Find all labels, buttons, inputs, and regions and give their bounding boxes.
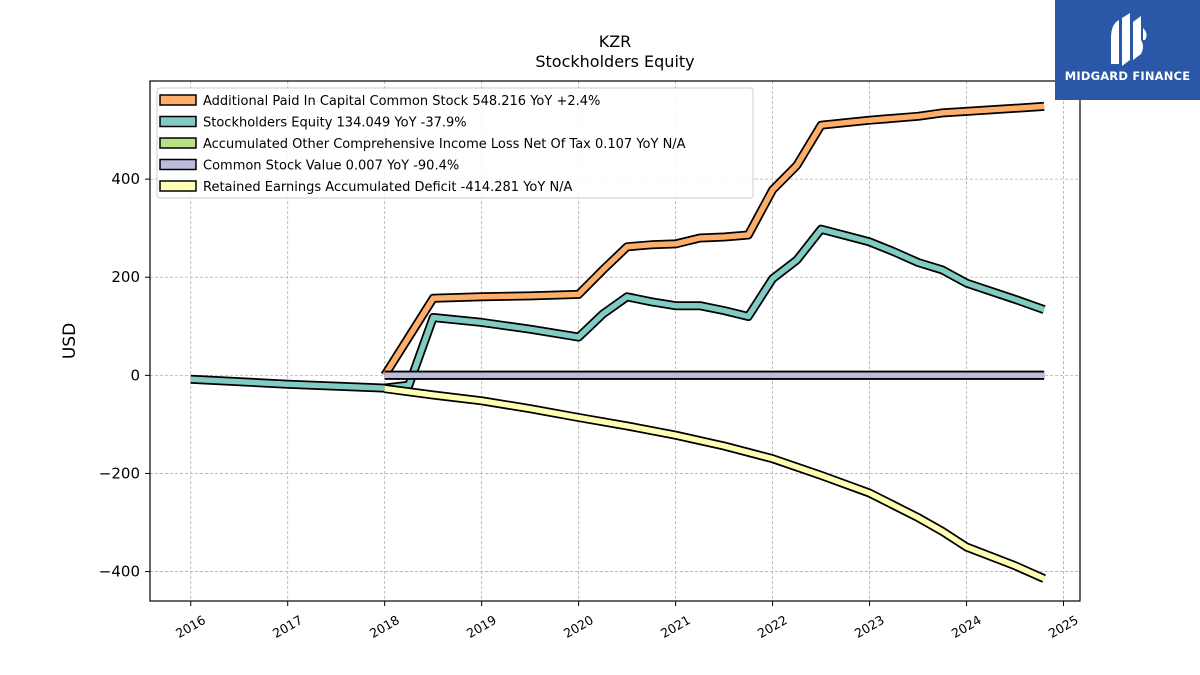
legend-swatch xyxy=(159,137,197,149)
legend-label: Stockholders Equity 134.049 YoY -37.9% xyxy=(203,116,467,131)
y-axis-label: USD xyxy=(60,323,80,359)
legend-swatch xyxy=(159,94,197,106)
series-line-1 xyxy=(380,101,1045,378)
logo-text: MIDGARD FINANCE xyxy=(1064,69,1191,83)
series-stroke xyxy=(384,385,1046,582)
legend-swatch xyxy=(159,115,197,128)
x-tick-label: 2019 xyxy=(464,612,499,641)
x-tick-label: 2023 xyxy=(852,612,887,641)
legend-item: Common Stock Value 0.007 YoY -90.4% xyxy=(159,158,459,174)
axes: 2016 2017 2018 2019 2020 2021 2022 2023 2024 2025… xyxy=(99,170,1081,641)
legend-label: Retained Earnings Accumulated Deficit -4… xyxy=(203,180,573,195)
x-tick-label: 2020 xyxy=(561,612,596,641)
series-outline xyxy=(384,384,1046,583)
y-tick-label: −200 xyxy=(99,464,140,482)
x-tick-label: 2025 xyxy=(1046,612,1081,641)
legend-item: Stockholders Equity 134.049 YoY -37.9% xyxy=(159,115,467,131)
x-tick-label: 2016 xyxy=(173,612,208,641)
legend-label: Additional Paid In Capital Common Stock … xyxy=(203,94,600,109)
legend-label: Common Stock Value 0.007 YoY -90.4% xyxy=(203,159,459,174)
y-tick-label: 0 xyxy=(130,366,140,384)
y-tick-label: 400 xyxy=(111,170,140,188)
x-tick-label: 2022 xyxy=(755,612,790,641)
series-line-2 xyxy=(190,224,1046,393)
series-stroke xyxy=(190,226,1046,391)
y-tick-label: 200 xyxy=(111,268,140,286)
x-tick-label: 2021 xyxy=(658,612,693,641)
series-stroke xyxy=(382,103,1045,377)
x-tick-label: 2024 xyxy=(949,612,984,641)
brand-logo: MIDGARD FINANCE xyxy=(1055,0,1200,100)
midgard-logo-icon xyxy=(1111,13,1147,66)
series-line-5 xyxy=(384,384,1046,583)
x-tick-label: 2017 xyxy=(270,612,305,641)
legend-swatch xyxy=(159,180,197,192)
legend-swatch xyxy=(159,158,197,171)
plot-frame xyxy=(149,80,1081,602)
x-tick-label: 2018 xyxy=(367,612,402,641)
chart-title: KZR xyxy=(598,32,632,51)
legend-item: Accumulated Other Comprehensive Income L… xyxy=(159,137,686,152)
legend-box xyxy=(156,87,754,199)
series-lines xyxy=(190,101,1046,583)
y-tick-label: −400 xyxy=(99,563,140,581)
legend: Additional Paid In Capital Common Stock … xyxy=(156,87,754,199)
legend-item: Additional Paid In Capital Common Stock … xyxy=(159,94,600,109)
legend-item: Retained Earnings Accumulated Deficit -4… xyxy=(159,180,573,195)
legend-label: Accumulated Other Comprehensive Income L… xyxy=(203,137,686,152)
chart-subtitle: Stockholders Equity xyxy=(535,52,695,71)
